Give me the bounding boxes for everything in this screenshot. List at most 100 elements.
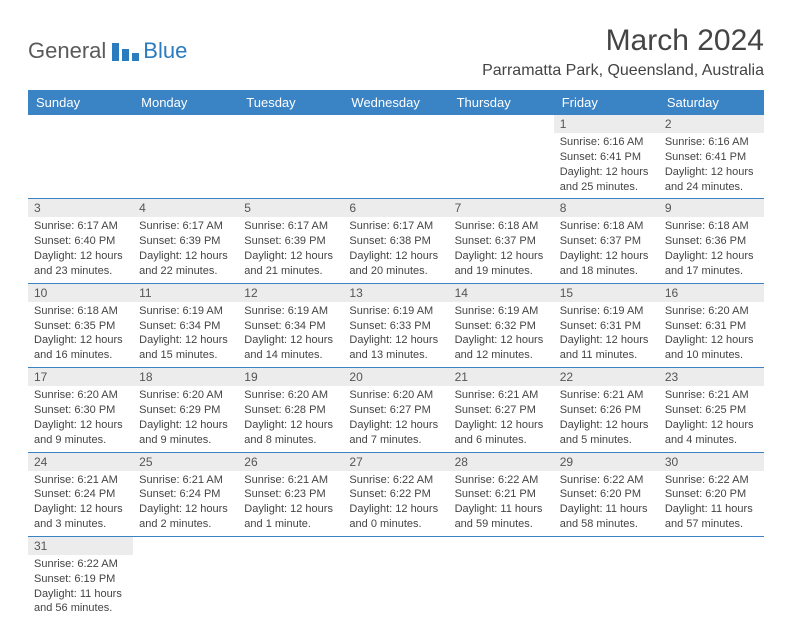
sunset-text: Sunset: 6:36 PM <box>665 234 758 249</box>
calendar-day-cell: 25Sunrise: 6:21 AMSunset: 6:24 PMDayligh… <box>133 452 238 536</box>
sunrise-text: Sunrise: 6:20 AM <box>349 388 442 403</box>
day-number: 2 <box>659 115 764 133</box>
calendar-day-cell: 17Sunrise: 6:20 AMSunset: 6:30 PMDayligh… <box>28 368 133 452</box>
daylight-text: Daylight: 12 hours and 15 minutes. <box>139 333 232 363</box>
sunset-text: Sunset: 6:33 PM <box>349 319 442 334</box>
sunset-text: Sunset: 6:40 PM <box>34 234 127 249</box>
sunrise-text: Sunrise: 6:17 AM <box>244 219 337 234</box>
logo-text-general: General <box>28 38 106 64</box>
day-number: 23 <box>659 368 764 386</box>
sunset-text: Sunset: 6:41 PM <box>560 150 653 165</box>
daylight-text: Daylight: 12 hours and 17 minutes. <box>665 249 758 279</box>
sunset-text: Sunset: 6:24 PM <box>139 487 232 502</box>
sunset-text: Sunset: 6:39 PM <box>139 234 232 249</box>
sunrise-text: Sunrise: 6:22 AM <box>34 557 127 572</box>
sunrise-text: Sunrise: 6:19 AM <box>455 304 548 319</box>
day-number-empty <box>554 537 659 555</box>
sun-info: Sunrise: 6:22 AMSunset: 6:22 PMDaylight:… <box>343 471 448 536</box>
daylight-text: Daylight: 12 hours and 10 minutes. <box>665 333 758 363</box>
calendar-day-cell: 3Sunrise: 6:17 AMSunset: 6:40 PMDaylight… <box>28 199 133 283</box>
sun-info: Sunrise: 6:17 AMSunset: 6:40 PMDaylight:… <box>28 217 133 282</box>
sun-info: Sunrise: 6:21 AMSunset: 6:24 PMDaylight:… <box>133 471 238 536</box>
weekday-header: Friday <box>554 90 659 115</box>
daylight-text: Daylight: 12 hours and 5 minutes. <box>560 418 653 448</box>
sunrise-text: Sunrise: 6:21 AM <box>244 473 337 488</box>
calendar-day-cell: 10Sunrise: 6:18 AMSunset: 6:35 PMDayligh… <box>28 283 133 367</box>
sunset-text: Sunset: 6:41 PM <box>665 150 758 165</box>
day-number: 1 <box>554 115 659 133</box>
calendar-day-cell: 9Sunrise: 6:18 AMSunset: 6:36 PMDaylight… <box>659 199 764 283</box>
daylight-text: Daylight: 12 hours and 3 minutes. <box>34 502 127 532</box>
daylight-text: Daylight: 12 hours and 21 minutes. <box>244 249 337 279</box>
sunset-text: Sunset: 6:19 PM <box>34 572 127 587</box>
calendar-day-cell: 12Sunrise: 6:19 AMSunset: 6:34 PMDayligh… <box>238 283 343 367</box>
sunrise-text: Sunrise: 6:22 AM <box>665 473 758 488</box>
sunrise-text: Sunrise: 6:18 AM <box>665 219 758 234</box>
calendar-week-row: 31Sunrise: 6:22 AMSunset: 6:19 PMDayligh… <box>28 536 764 620</box>
day-number: 6 <box>343 199 448 217</box>
day-number: 17 <box>28 368 133 386</box>
day-number-empty <box>659 537 764 555</box>
calendar-day-cell: 2Sunrise: 6:16 AMSunset: 6:41 PMDaylight… <box>659 115 764 199</box>
sunrise-text: Sunrise: 6:19 AM <box>244 304 337 319</box>
day-number: 11 <box>133 284 238 302</box>
calendar-day-cell: 13Sunrise: 6:19 AMSunset: 6:33 PMDayligh… <box>343 283 448 367</box>
calendar-day-cell: 15Sunrise: 6:19 AMSunset: 6:31 PMDayligh… <box>554 283 659 367</box>
calendar-day-cell: 28Sunrise: 6:22 AMSunset: 6:21 PMDayligh… <box>449 452 554 536</box>
sunset-text: Sunset: 6:26 PM <box>560 403 653 418</box>
calendar-day-cell: 21Sunrise: 6:21 AMSunset: 6:27 PMDayligh… <box>449 368 554 452</box>
sunrise-text: Sunrise: 6:20 AM <box>665 304 758 319</box>
weekday-header: Monday <box>133 90 238 115</box>
calendar-day-cell: 6Sunrise: 6:17 AMSunset: 6:38 PMDaylight… <box>343 199 448 283</box>
sunset-text: Sunset: 6:20 PM <box>665 487 758 502</box>
calendar-table: SundayMondayTuesdayWednesdayThursdayFrid… <box>28 90 764 620</box>
sun-info: Sunrise: 6:19 AMSunset: 6:32 PMDaylight:… <box>449 302 554 367</box>
calendar-day-cell: 5Sunrise: 6:17 AMSunset: 6:39 PMDaylight… <box>238 199 343 283</box>
day-number: 13 <box>343 284 448 302</box>
day-number-empty <box>449 537 554 555</box>
sunset-text: Sunset: 6:20 PM <box>560 487 653 502</box>
calendar-day-cell <box>238 536 343 620</box>
daylight-text: Daylight: 12 hours and 7 minutes. <box>349 418 442 448</box>
sunrise-text: Sunrise: 6:18 AM <box>455 219 548 234</box>
sun-info: Sunrise: 6:18 AMSunset: 6:36 PMDaylight:… <box>659 217 764 282</box>
calendar-day-cell <box>343 115 448 199</box>
sun-info: Sunrise: 6:18 AMSunset: 6:35 PMDaylight:… <box>28 302 133 367</box>
sunset-text: Sunset: 6:31 PM <box>665 319 758 334</box>
sunset-text: Sunset: 6:22 PM <box>349 487 442 502</box>
sun-info: Sunrise: 6:16 AMSunset: 6:41 PMDaylight:… <box>554 133 659 198</box>
calendar-day-cell <box>238 115 343 199</box>
day-number: 5 <box>238 199 343 217</box>
day-number-empty <box>238 115 343 133</box>
day-number: 4 <box>133 199 238 217</box>
sun-info: Sunrise: 6:21 AMSunset: 6:26 PMDaylight:… <box>554 386 659 451</box>
daylight-text: Daylight: 12 hours and 16 minutes. <box>34 333 127 363</box>
sun-info: Sunrise: 6:19 AMSunset: 6:34 PMDaylight:… <box>238 302 343 367</box>
day-number: 24 <box>28 453 133 471</box>
sun-info: Sunrise: 6:20 AMSunset: 6:29 PMDaylight:… <box>133 386 238 451</box>
calendar-day-cell: 8Sunrise: 6:18 AMSunset: 6:37 PMDaylight… <box>554 199 659 283</box>
sunset-text: Sunset: 6:29 PM <box>139 403 232 418</box>
day-number: 22 <box>554 368 659 386</box>
sun-info: Sunrise: 6:20 AMSunset: 6:30 PMDaylight:… <box>28 386 133 451</box>
calendar-day-cell <box>343 536 448 620</box>
sunset-text: Sunset: 6:35 PM <box>34 319 127 334</box>
sunset-text: Sunset: 6:27 PM <box>349 403 442 418</box>
daylight-text: Daylight: 12 hours and 9 minutes. <box>139 418 232 448</box>
calendar-day-cell: 31Sunrise: 6:22 AMSunset: 6:19 PMDayligh… <box>28 536 133 620</box>
weekday-header: Thursday <box>449 90 554 115</box>
sunrise-text: Sunrise: 6:22 AM <box>349 473 442 488</box>
sun-info: Sunrise: 6:20 AMSunset: 6:28 PMDaylight:… <box>238 386 343 451</box>
sunrise-text: Sunrise: 6:22 AM <box>455 473 548 488</box>
sunset-text: Sunset: 6:37 PM <box>455 234 548 249</box>
sunset-text: Sunset: 6:37 PM <box>560 234 653 249</box>
day-number: 21 <box>449 368 554 386</box>
daylight-text: Daylight: 12 hours and 8 minutes. <box>244 418 337 448</box>
calendar-day-cell: 24Sunrise: 6:21 AMSunset: 6:24 PMDayligh… <box>28 452 133 536</box>
weekday-header: Tuesday <box>238 90 343 115</box>
daylight-text: Daylight: 12 hours and 6 minutes. <box>455 418 548 448</box>
daylight-text: Daylight: 12 hours and 23 minutes. <box>34 249 127 279</box>
calendar-week-row: 24Sunrise: 6:21 AMSunset: 6:24 PMDayligh… <box>28 452 764 536</box>
daylight-text: Daylight: 11 hours and 58 minutes. <box>560 502 653 532</box>
calendar-day-cell <box>449 536 554 620</box>
